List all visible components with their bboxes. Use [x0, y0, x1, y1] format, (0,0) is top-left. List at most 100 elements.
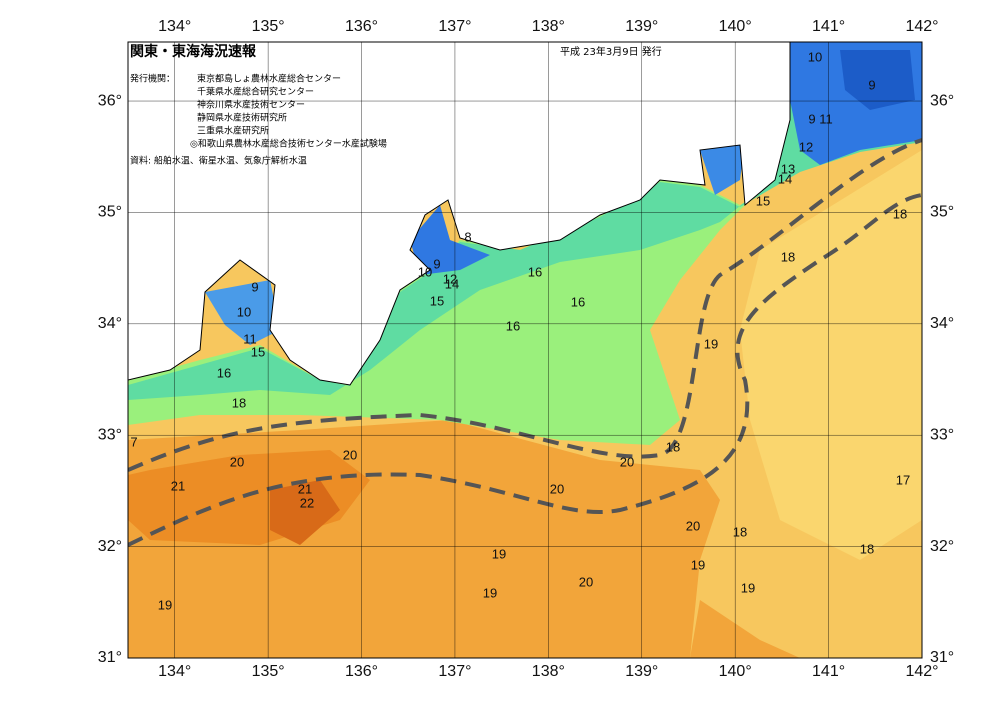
axes: 134° 134° 135° 135° 136° 136° 137° 137° 138° 138°… — [98, 18, 954, 680]
issuer: 静岡県水産技術研究所 — [197, 112, 287, 124]
x-tick-label: 140° — [719, 663, 752, 680]
x-tick-label: 135° — [252, 663, 285, 680]
contour-label: 19 — [158, 597, 172, 612]
y-tick-label: 34° — [98, 315, 122, 332]
y-tick-label: 32° — [930, 538, 954, 555]
issue-date: 平成 23年3月9日 発行 — [560, 45, 662, 58]
x-tick-label: 134° — [158, 663, 191, 680]
contour-label: 20 — [230, 454, 244, 469]
x-tick-label: 138° — [532, 18, 565, 35]
grid — [128, 42, 922, 658]
frame — [127, 41, 923, 659]
kuroshio-south-edge — [128, 193, 922, 547]
sea-suruga-bay — [700, 142, 745, 195]
title: 関東・東海海況速報 — [130, 43, 257, 60]
contour-label: 16 — [506, 318, 520, 333]
contour-label: 18 — [893, 206, 907, 221]
issuer-label: 発行機関： — [130, 73, 175, 85]
contour-label: 16 — [528, 264, 542, 279]
contour-label: 10 — [237, 304, 251, 319]
contour-label: 21 — [298, 481, 312, 496]
x-tick-label: 140° — [719, 18, 752, 35]
issuer: ◎和歌山県農林水産総合技術センター水産試験場 — [190, 138, 387, 150]
issuer: 三重県水産研究所 — [197, 125, 269, 137]
y-tick-label: 35° — [930, 204, 954, 221]
contour-label: 8 — [464, 229, 471, 244]
contour-label: 19 — [691, 557, 705, 572]
x-tick-label: 137° — [438, 663, 471, 680]
contour-label: 16 — [217, 365, 231, 380]
y-tick-label: 31° — [930, 649, 954, 666]
x-tick-label: 136° — [345, 18, 378, 35]
contour-label: 10 — [418, 264, 432, 279]
contour-label: 17 — [896, 472, 910, 487]
contour-label: 19 — [741, 580, 755, 595]
source: 資料: 船舶水温、衛星水温、気象庁解析水温 — [130, 155, 307, 167]
contour-label: 11 — [819, 111, 833, 126]
contour-label: 9 — [251, 279, 258, 294]
sea-19-20 — [690, 600, 800, 658]
contour-label: 7 — [130, 434, 137, 449]
issuer-list: 東京都島しょ農林水産総合センター千葉県水産総合研究センター神奈川県水産技術センタ… — [190, 73, 387, 150]
contour-label: 10 — [808, 49, 822, 64]
contour-label: 19 — [704, 336, 718, 351]
sea-17-18 — [740, 150, 922, 560]
contour-label: 12 — [443, 271, 457, 286]
land — [128, 42, 791, 386]
y-tick-label: 34° — [930, 315, 954, 332]
sea-under-9 — [840, 50, 915, 110]
contour-label: 20 — [620, 454, 634, 469]
kuroshio-north-edge — [128, 138, 922, 472]
contour-label: 22 — [300, 495, 314, 510]
x-tick-label: 139° — [625, 18, 658, 35]
contour-label: 15 — [430, 293, 444, 308]
sea-kii-channel — [205, 280, 280, 345]
contour-label: 12 — [799, 139, 813, 154]
x-tick-label: 141° — [812, 663, 845, 680]
contour-label: 14 — [778, 171, 792, 186]
issuer: 東京都島しょ農林水産総合センター — [197, 73, 341, 85]
sea-ise-bay — [410, 205, 490, 275]
issuer: 神奈川県水産技術センター — [197, 99, 305, 111]
x-tick-label: 139° — [625, 663, 658, 680]
y-tick-label: 35° — [98, 204, 122, 221]
contour-label: 9 — [808, 111, 815, 126]
contour-label: 14 — [445, 276, 459, 291]
issuer: 千葉県水産総合研究センター — [197, 86, 314, 98]
sea-21-22 — [270, 480, 340, 545]
x-tick-label: 134° — [158, 18, 191, 35]
contour-label: 18 — [666, 439, 680, 454]
x-tick-label: 137° — [438, 18, 471, 35]
contour-label: 21 — [171, 478, 185, 493]
contour-label: 16 — [571, 294, 585, 309]
y-tick-label: 32° — [98, 538, 122, 555]
contour-label: 20 — [343, 447, 357, 462]
contour-label: 18 — [733, 524, 747, 539]
x-tick-label: 142° — [905, 663, 938, 680]
contour-label: 20 — [550, 481, 564, 496]
y-tick-label: 36° — [98, 92, 122, 109]
contour-label: 18 — [232, 395, 246, 410]
contour-label: 20 — [686, 518, 700, 533]
y-tick-label: 31° — [98, 649, 122, 666]
y-tick-label: 33° — [930, 426, 954, 443]
x-tick-label: 138° — [532, 663, 565, 680]
contour-label: 19 — [483, 585, 497, 600]
contour-label: 15 — [756, 193, 770, 208]
contour-label: 9 — [433, 256, 440, 271]
contour-label: 15 — [251, 344, 265, 359]
y-tick-label: 36° — [930, 92, 954, 109]
contour-label: 18 — [781, 249, 795, 264]
y-tick-label: 33° — [98, 426, 122, 443]
contour-label: 9 — [868, 77, 875, 92]
contour-label: 13 — [781, 161, 795, 176]
x-tick-label: 141° — [812, 18, 845, 35]
x-tick-label: 136° — [345, 663, 378, 680]
contour-label: 20 — [579, 574, 593, 589]
contour-label: 19 — [492, 546, 506, 561]
x-tick-label: 142° — [905, 18, 938, 35]
contour-label: 18 — [860, 541, 874, 556]
